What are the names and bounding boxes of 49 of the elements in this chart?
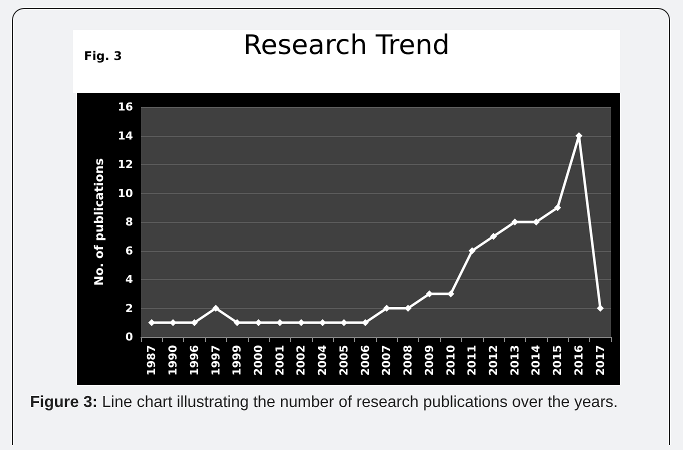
y-tick-label: 10: [118, 186, 134, 200]
x-tick-label: 2014: [530, 344, 543, 376]
y-tick-label: 16: [118, 100, 134, 114]
y-tick-label: 12: [118, 158, 133, 171]
y-tick-label: 0: [125, 330, 134, 344]
point: [532, 218, 540, 226]
x-tick-label: 2005: [337, 345, 350, 376]
x-tick-label: 2012: [487, 345, 500, 376]
caption: Figure 3: Line chart illustrating the number of research publications over the years.: [30, 393, 619, 413]
y-axis-title: No. of publications: [92, 158, 106, 286]
x-tick-label: 2011: [466, 345, 479, 376]
point: [468, 247, 476, 254]
point: [404, 304, 412, 312]
point: [596, 304, 604, 312]
caption: Fig. 3: [84, 49, 122, 63]
x-tick-label: 1999: [230, 345, 244, 376]
y-tick-label: 6: [125, 244, 134, 258]
x-tick-label: 2002: [294, 345, 308, 376]
x-tick-label: 2000: [252, 344, 265, 376]
y-tick-label: 2: [125, 302, 133, 315]
x-tick-label: 2007: [380, 345, 394, 376]
point: [490, 232, 497, 240]
x-tick-label: 2009: [422, 345, 436, 376]
point: [554, 204, 562, 212]
x-tick-label: 1990: [166, 344, 180, 376]
x-tick-label: 2013: [508, 345, 522, 376]
x-tick-label: 1987: [145, 345, 158, 376]
chart-title: Research Trend: [243, 30, 450, 61]
point: [148, 319, 156, 326]
point: [426, 290, 433, 298]
point: [212, 304, 220, 312]
point: [511, 218, 518, 226]
x-tick-label: 2001: [273, 345, 286, 376]
point: [362, 319, 369, 326]
x-tick-label: 2004: [316, 344, 330, 376]
y-tick-label: 4: [125, 273, 134, 286]
x-tick-label: 2006: [358, 344, 372, 376]
x-tick-label: 2016: [572, 344, 586, 376]
point: [255, 319, 262, 326]
point: [298, 319, 305, 326]
x-tick-label: 2015: [551, 345, 564, 376]
y-tick-label: 8: [125, 216, 133, 228]
x-tick-label: 2010: [444, 344, 458, 376]
y-tick-label: 14: [118, 129, 134, 142]
x-tick-label: 1996: [188, 344, 201, 376]
x-tick-label: 1997: [209, 345, 222, 376]
x-tick-label: 2017: [594, 345, 607, 376]
x-tick-label: 2008: [402, 345, 415, 376]
point: [447, 290, 454, 298]
